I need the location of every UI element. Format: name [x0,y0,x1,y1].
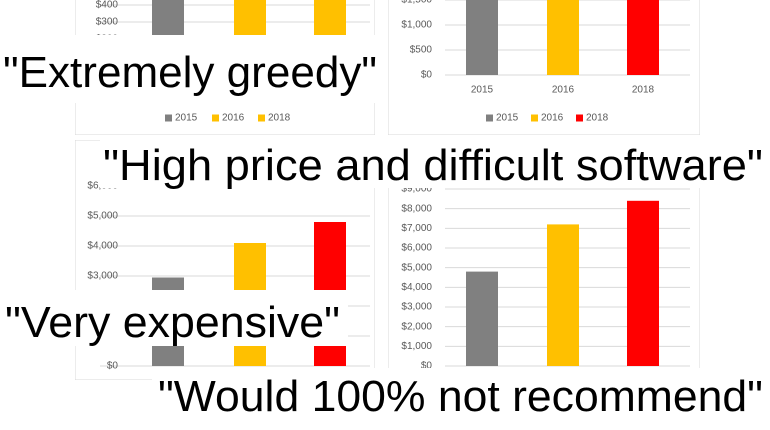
y-tick-label: $8,000 [401,203,432,214]
legend-swatch [576,114,583,122]
quote-box [100,140,770,188]
legend-swatch [258,114,265,122]
legend-label: 2016 [222,113,245,124]
legend-label: 2018 [586,113,609,124]
quote-box [152,368,770,430]
legend-swatch [212,114,219,122]
legend-label: 2015 [175,113,198,124]
quotes: "Extremely greedy" "High price and diffi… [0,35,770,430]
legend-label: 2018 [268,113,291,124]
y-tick-label: $2,000 [401,321,432,332]
legend-label: 2015 [496,113,519,124]
y-tick-label: $9,000 [401,184,432,195]
quote-box [0,290,348,346]
y-tick-label: $400 [96,0,119,11]
y-tick-label: $7,000 [401,223,432,234]
bar [466,271,498,366]
x-tick-label: 2016 [552,85,575,96]
y-tick-label: $6,000 [401,243,432,254]
y-tick-label: $5,000 [401,262,432,273]
bar [627,200,659,366]
chart: $0 $500 $1,000 $1,500 2015 2016 2018 2015 2016 20… [388,0,700,135]
bar [627,0,659,75]
bar [466,0,498,75]
bar [547,224,579,366]
quote-box [0,35,383,103]
y-tick-label: $0 [421,361,433,372]
y-tick-label: $300 [96,17,119,28]
y-tick-label: $4,000 [401,282,432,293]
bar [547,0,579,75]
y-tick-label: $1,000 [401,20,432,31]
y-tick-label: $0 [421,70,433,81]
legend-swatch [531,114,538,122]
quote: "Very expensive" [5,298,340,347]
quote: "Would 100% not recommend" [158,372,763,421]
quote: "Extremely greedy" [3,48,377,97]
y-tick-label: $4,000 [87,241,118,252]
y-tick-label: $1,000 [401,341,432,352]
legend-label: 2016 [541,113,564,124]
y-tick-label: $5,000 [87,211,118,222]
y-tick-label: $3,000 [401,302,432,313]
y-tick-label: $0 [107,361,119,372]
quote: "High price and difficult software" [103,141,763,190]
x-tick-label: 2015 [471,85,494,96]
y-tick-label: $3,000 [87,271,118,282]
legend-swatch [165,114,172,122]
y-tick-label: $500 [410,45,433,56]
legend-swatch [486,114,493,122]
x-tick-label: 2018 [632,85,655,96]
y-tick-label: $1,500 [401,0,432,6]
